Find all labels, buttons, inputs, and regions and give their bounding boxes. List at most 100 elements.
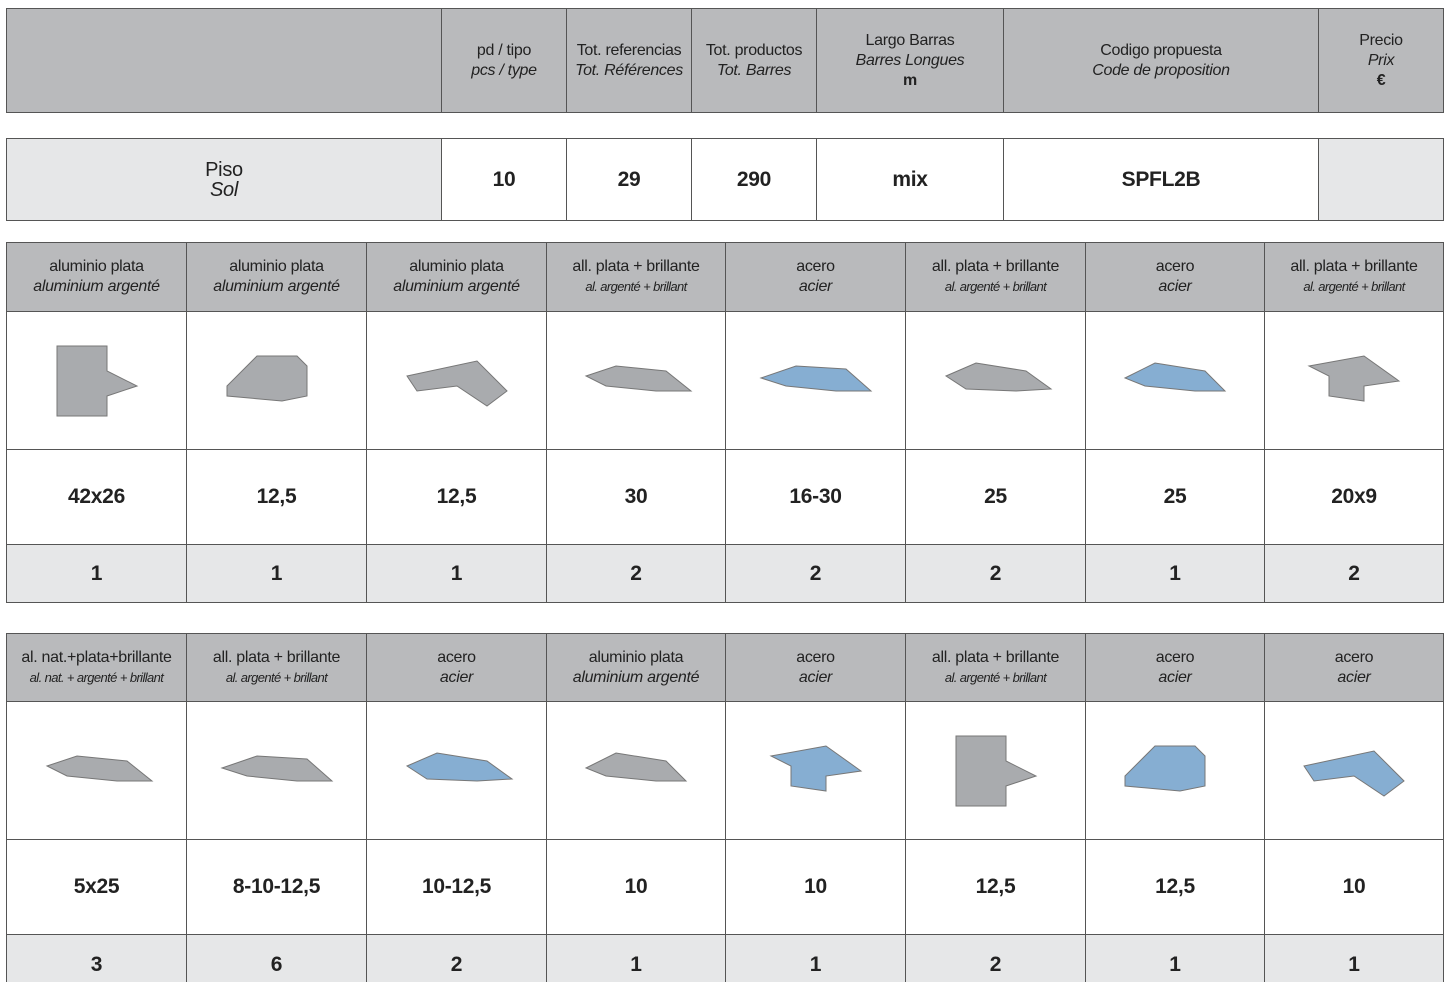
product-size: 12,5 bbox=[905, 839, 1086, 935]
size-text: 12,5 bbox=[975, 875, 1016, 898]
material-fr: al. argenté + brillant bbox=[1303, 279, 1405, 294]
size-text: 10 bbox=[624, 875, 648, 898]
material-fr: al. argenté + brillant bbox=[585, 279, 687, 294]
material-es: aluminio plata bbox=[409, 258, 504, 275]
product-size: 12,5 bbox=[186, 449, 367, 545]
header-cell: Precio Prix € bbox=[1318, 8, 1444, 113]
product-image bbox=[1085, 701, 1265, 840]
product-size: 8-10-12,5 bbox=[186, 839, 367, 935]
material-es: all. plata + brillante bbox=[931, 648, 1060, 666]
profile-icon bbox=[219, 754, 333, 781]
product-qty: 2 bbox=[366, 934, 547, 982]
material-fr: aluminium argenté bbox=[393, 278, 520, 295]
product-image bbox=[905, 311, 1086, 450]
material-fr: acier bbox=[439, 668, 474, 686]
profile-icon bbox=[1124, 745, 1206, 792]
profile-icon bbox=[944, 361, 1052, 392]
profile-icon bbox=[955, 735, 1037, 806]
summary-value: SPFL2B bbox=[1003, 138, 1319, 221]
material-es: acero bbox=[796, 258, 835, 275]
product-header: acero acier bbox=[1085, 242, 1265, 312]
profile-icon bbox=[768, 744, 862, 792]
header-es: Tot. referencias bbox=[576, 41, 682, 59]
product-header: acero acier bbox=[1085, 633, 1265, 702]
size-text: 10-12,5 bbox=[421, 875, 492, 898]
product-image bbox=[1264, 701, 1444, 840]
summary-price bbox=[1318, 138, 1444, 221]
header-fr: Barres Longues bbox=[855, 51, 965, 69]
qty-text: 1 bbox=[450, 561, 463, 585]
material-fr: acier bbox=[1158, 668, 1192, 686]
material-es: aluminio plata bbox=[49, 258, 144, 275]
header-cell: Codigo propuesta Code de proposition bbox=[1003, 8, 1319, 113]
product-qty: 2 bbox=[905, 934, 1086, 982]
material-fr: aluminium argenté bbox=[213, 278, 340, 295]
summary-label: Piso Sol bbox=[6, 138, 442, 221]
qty-text: 1 bbox=[90, 561, 103, 585]
size-text: 12,5 bbox=[1155, 875, 1195, 898]
qty-text: 1 bbox=[630, 953, 642, 976]
product-image bbox=[725, 701, 906, 840]
product-image bbox=[366, 701, 547, 840]
qty-text: 1 bbox=[1169, 953, 1181, 976]
header-es: Codigo propuesta bbox=[1100, 41, 1222, 59]
product-image bbox=[186, 701, 367, 840]
header-es: Tot. productos bbox=[705, 41, 803, 59]
profile-icon bbox=[405, 359, 508, 407]
material-fr: aluminium argenté bbox=[572, 668, 700, 686]
product-size: 42x26 bbox=[6, 449, 187, 545]
product-size: 12,5 bbox=[366, 449, 547, 545]
size-text: 10 bbox=[804, 875, 827, 898]
product-qty: 1 bbox=[546, 934, 726, 982]
profile-icon bbox=[45, 754, 153, 781]
product-qty: 3 bbox=[6, 934, 187, 982]
material-es: all. plata + brillante bbox=[1290, 258, 1418, 275]
header-unit: m bbox=[903, 71, 917, 89]
product-header: acero acier bbox=[725, 633, 906, 702]
product-header: all. plata + brillante al. argenté + bril… bbox=[186, 633, 367, 702]
product-header: all. plata + brillante al. argenté + bril… bbox=[546, 242, 726, 312]
product-size: 10 bbox=[546, 839, 726, 935]
product-size: 12,5 bbox=[1085, 839, 1265, 935]
material-fr: acier bbox=[798, 278, 833, 295]
product-image bbox=[6, 311, 187, 450]
header-es: pd / tipo bbox=[476, 41, 532, 59]
product-size: 10 bbox=[725, 839, 906, 935]
qty-text: 1 bbox=[1348, 953, 1360, 976]
product-size: 25 bbox=[1085, 449, 1265, 545]
material-fr: al. argenté + brillant bbox=[944, 669, 1047, 685]
qty-text: 2 bbox=[1348, 561, 1360, 585]
size-text: 20x9 bbox=[1331, 485, 1377, 508]
material-fr: acier bbox=[1158, 278, 1192, 295]
product-size: 20x9 bbox=[1264, 449, 1444, 545]
product-header: all. plata + brillante al. argenté + bril… bbox=[905, 633, 1086, 702]
product-image bbox=[546, 701, 726, 840]
material-es: all. plata + brillante bbox=[212, 648, 341, 666]
product-size: 10-12,5 bbox=[366, 839, 547, 935]
material-es: aluminio plata bbox=[229, 258, 324, 275]
profile-icon bbox=[405, 751, 513, 782]
profile-icon bbox=[226, 355, 307, 402]
product-qty: 2 bbox=[546, 544, 726, 603]
summary-text: 29 bbox=[617, 167, 641, 191]
product-header: all. plata + brillante al. argenté + bril… bbox=[1264, 242, 1444, 312]
product-image bbox=[546, 311, 726, 450]
product-image bbox=[725, 311, 906, 450]
material-fr: al. argenté + brillant bbox=[944, 279, 1047, 294]
product-image bbox=[1264, 311, 1444, 450]
header-fr: pcs / type bbox=[471, 61, 537, 79]
header-cell: pd / tipo pcs / type bbox=[441, 8, 567, 113]
qty-text: 2 bbox=[989, 953, 1002, 976]
header-cell: Tot. referencias Tot. Références bbox=[566, 8, 692, 113]
material-es: acero bbox=[1334, 648, 1374, 666]
summary-text: 10 bbox=[492, 167, 516, 191]
summary-value: 290 bbox=[691, 138, 817, 221]
size-text: 12,5 bbox=[436, 485, 477, 508]
product-qty: 2 bbox=[905, 544, 1086, 603]
header-cell: Tot. productos Tot. Barres bbox=[691, 8, 817, 113]
product-qty: 1 bbox=[366, 544, 547, 603]
product-header: aluminio plata aluminium argenté bbox=[366, 242, 547, 312]
qty-text: 3 bbox=[90, 953, 103, 976]
material-es: acero bbox=[1155, 258, 1195, 275]
